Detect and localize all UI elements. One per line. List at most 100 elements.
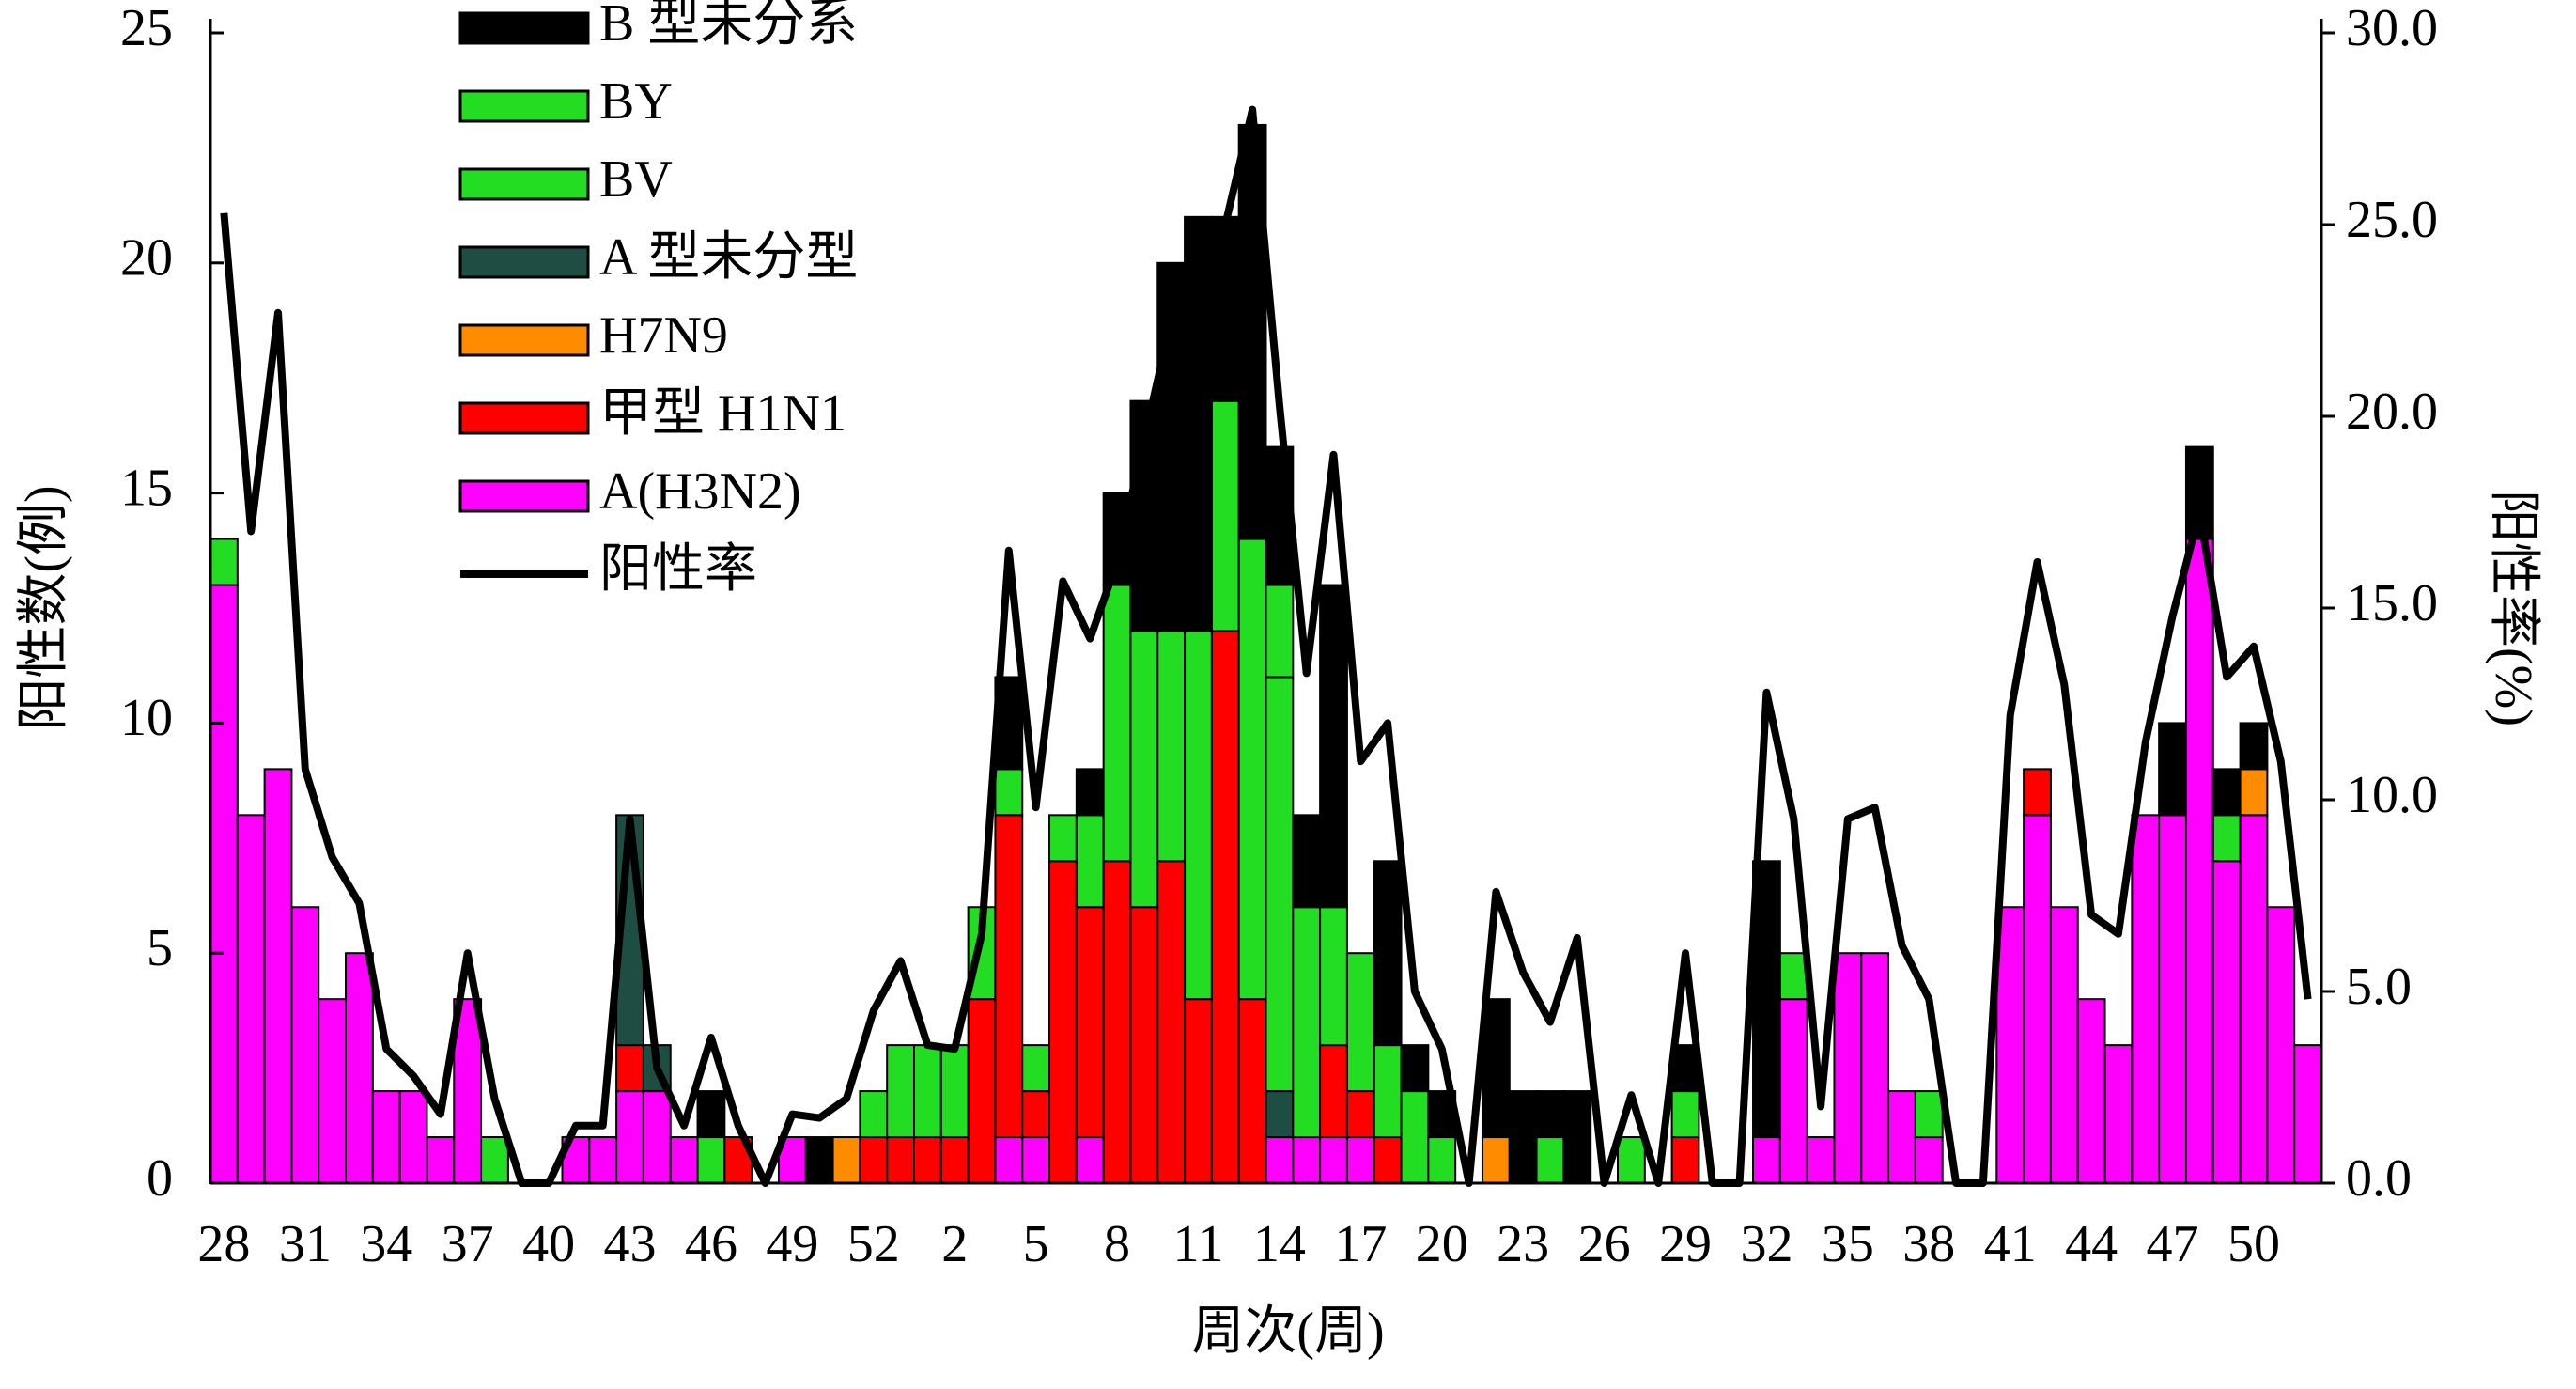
legend-swatch	[458, 479, 590, 513]
bar-segment	[318, 998, 348, 1185]
x-tick-label: 43	[604, 1215, 657, 1273]
bar-segment	[2239, 814, 2269, 1184]
bar-segment	[967, 998, 997, 1185]
legend-label: B 型未分系	[599, 0, 858, 53]
bar-segment	[236, 814, 266, 1184]
bar-segment	[1048, 814, 1078, 863]
bar-segment	[1319, 1136, 1348, 1185]
legend-label: A(H3N2)	[599, 462, 801, 521]
bar-segment	[2211, 860, 2242, 1185]
bar-segment	[1806, 1136, 1836, 1185]
bar-segment	[994, 814, 1024, 1139]
bar-segment	[1427, 1136, 1457, 1185]
x-tick-label: 5	[1023, 1215, 1049, 1273]
y-tick-label: 0	[147, 1149, 173, 1208]
bar-segment	[426, 1136, 456, 1185]
y-tick-label: 25	[120, 0, 173, 57]
bar-segment	[1021, 1044, 1051, 1093]
bar-segment	[831, 1136, 861, 1185]
y2-tick-label: 25.0	[2346, 191, 2438, 249]
bar-segment	[1535, 1090, 1565, 1139]
bar-segment	[1319, 1044, 1348, 1139]
x-tick-label: 34	[360, 1215, 412, 1273]
y-tick-label: 5	[147, 919, 173, 977]
bar-segment	[371, 1090, 401, 1184]
x-tick-label: 31	[279, 1215, 332, 1273]
bar-segment	[1508, 1090, 1538, 1184]
bar-segment	[2184, 538, 2214, 1184]
bar-segment	[2076, 998, 2106, 1185]
y-tick-label: 20	[120, 229, 173, 288]
bar-segment	[2211, 814, 2242, 863]
bar-segment	[1617, 1136, 1646, 1185]
bar-segment	[1887, 1090, 1916, 1184]
bar-segment	[2131, 814, 2161, 1184]
bar-segment	[913, 1136, 942, 1185]
bar-segment	[290, 906, 320, 1184]
x-tick-label: 35	[1822, 1215, 1874, 1273]
x-tick-label: 41	[1984, 1215, 2037, 1273]
x-tick-label: 40	[522, 1215, 575, 1273]
bar-segment	[1319, 906, 1348, 1047]
legend-label: A 型未分型	[599, 228, 858, 287]
x-tick-label: 28	[197, 1215, 250, 1273]
y-tick-label: 10	[120, 689, 173, 747]
bar-segment	[615, 1090, 644, 1184]
bar-segment	[1860, 952, 1890, 1185]
x-tick-label: 29	[1659, 1215, 1712, 1273]
legend-label: 阳性率	[599, 540, 757, 599]
bar-segment	[1995, 906, 2025, 1184]
bar-segment	[1400, 1090, 1430, 1184]
x-tick-label: 26	[1578, 1215, 1631, 1273]
bar-segment	[1373, 1136, 1403, 1185]
bar-segment	[2211, 768, 2242, 817]
bar-segment	[1914, 1136, 1944, 1185]
bar-segment	[1075, 906, 1105, 1139]
bar-segment	[669, 1136, 699, 1185]
bar-segment	[1210, 399, 1240, 632]
bar-segment	[1265, 676, 1295, 1093]
y-tick-label: 15	[120, 459, 173, 517]
x-tick-label: 44	[2065, 1215, 2118, 1273]
bar-segment	[1292, 906, 1322, 1139]
bar-segment	[1752, 1136, 1781, 1185]
bar-segment	[1075, 1136, 1105, 1185]
x-tick-label: 32	[1740, 1215, 1792, 1273]
bar-segment	[1292, 1136, 1322, 1185]
bar-segment	[859, 1090, 889, 1139]
bar-segment	[1914, 1090, 1944, 1139]
x-tick-label: 37	[442, 1215, 494, 1273]
bar-segment	[1048, 860, 1078, 1185]
x-tick-label: 14	[1253, 1215, 1306, 1273]
x-tick-label: 20	[1416, 1215, 1468, 1273]
x-tick-label: 2	[941, 1215, 968, 1273]
bar-segment	[1833, 952, 1863, 1185]
y-axis-title: 阳性数(例)	[15, 485, 73, 730]
bar-segment	[913, 1044, 942, 1139]
bar-segment	[859, 1136, 889, 1185]
bar-segment	[1778, 998, 1808, 1185]
bar-segment	[1075, 814, 1105, 909]
bar-segment	[804, 1136, 834, 1185]
bar-segment	[1021, 1136, 1051, 1185]
y2-tick-label: 10.0	[2346, 766, 2438, 824]
x-tick-label: 17	[1334, 1215, 1387, 1273]
bar-segment	[1102, 860, 1132, 1185]
legend-swatch	[458, 11, 590, 45]
bar-segment	[696, 1136, 726, 1185]
bar-segment	[994, 768, 1024, 817]
bar-segment	[1345, 1136, 1375, 1185]
bar-segment	[1670, 1090, 1700, 1139]
bar-segment	[1156, 860, 1187, 1185]
bar-segment	[398, 1090, 428, 1184]
x-tick-label: 23	[1497, 1215, 1549, 1273]
bar-segment	[1373, 860, 1403, 1047]
bar-segment	[2266, 906, 2296, 1184]
bar-segment	[642, 1090, 672, 1184]
bar-segment	[1129, 906, 1159, 1184]
bar-segment	[615, 1044, 644, 1093]
bar-segment	[696, 1090, 726, 1139]
legend-label: BV	[599, 150, 673, 209]
bar-segment	[1345, 1090, 1375, 1139]
